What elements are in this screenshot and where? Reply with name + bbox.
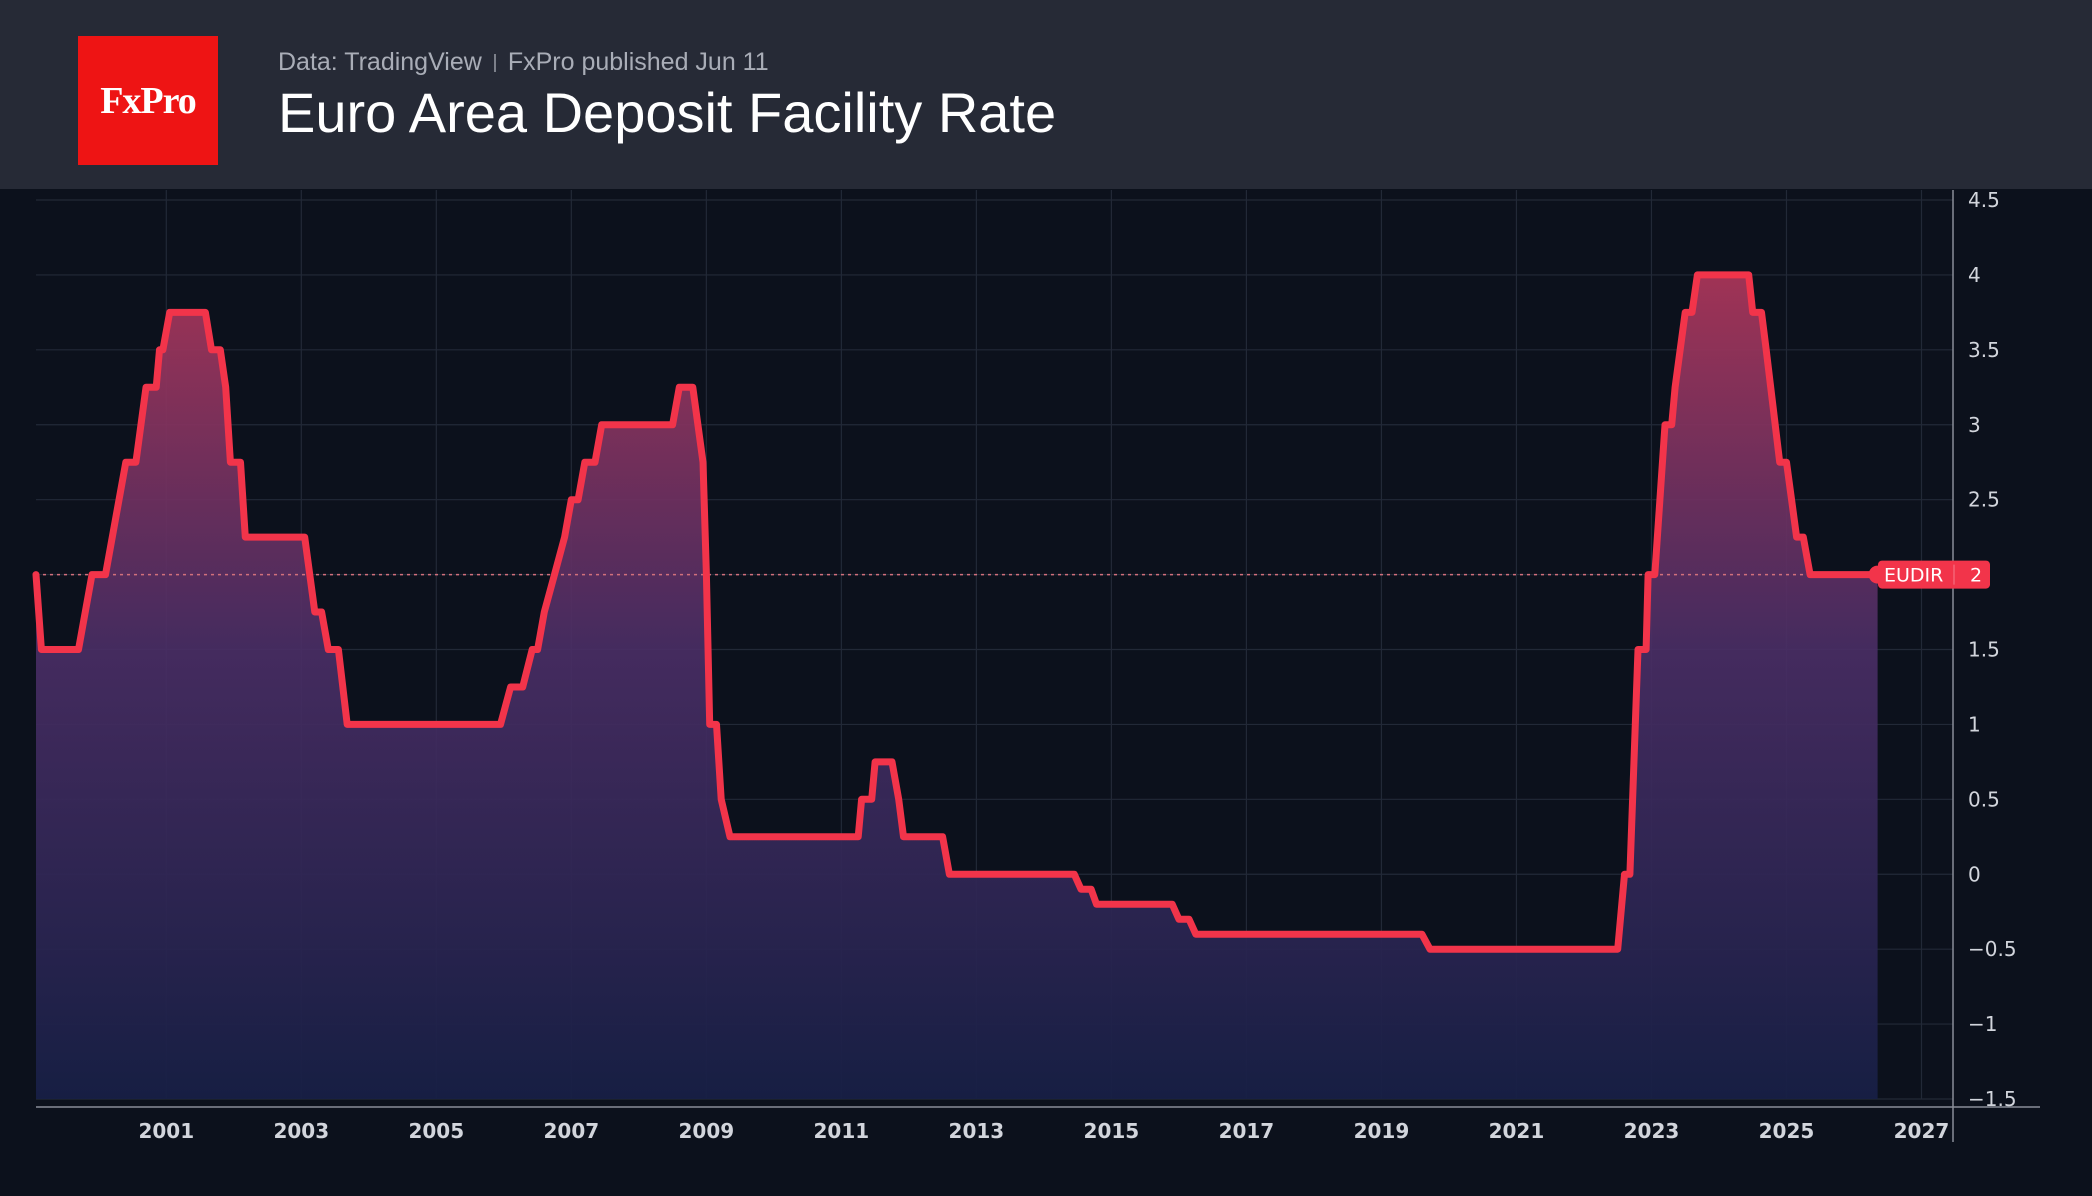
y-tick-labels: 4.5 4 3.5 3 2.5 2 1.5 1 0.5 0 −0.5 −1 −1.5 [1968,188,2017,1111]
y-tick-label: 1 [1968,712,1981,736]
x-tick-label: 2025 [1759,1119,1815,1143]
y-tick-label: 4 [1968,263,1981,287]
last-value-badge-value: 2 [1970,565,1982,587]
x-tick-label: 2007 [543,1119,599,1143]
y-tick-label: −1 [1968,1012,1997,1036]
x-tick-label: 2009 [679,1119,735,1143]
y-tick-label: 0 [1968,862,1981,886]
x-tick-label: 2019 [1354,1119,1410,1143]
x-tick-labels: 2001 2003 2005 2007 2009 2011 2013 2015 2017 2019… [138,1119,1949,1143]
last-value-badge-name: EUDIR [1884,565,1943,587]
fxpro-logo: FxPro [78,36,218,165]
x-tick-label: 2001 [138,1119,194,1143]
published-note: FxPro published Jun 11 [507,48,769,76]
x-tick-label: 2011 [814,1119,870,1143]
x-tick-label: 2015 [1084,1119,1140,1143]
x-tick-label: 2003 [273,1119,329,1143]
separator [493,53,496,72]
last-value-badge: EUDIR 2 [1878,560,1990,589]
y-tick-label: 2.5 [1968,488,2000,512]
x-tick-label: 2013 [949,1119,1005,1143]
header: FxPro Data: TradingView FxPro published … [0,0,2092,189]
y-tick-label: −0.5 [1968,937,2017,961]
x-tick-label: 2017 [1219,1119,1275,1143]
x-tick-label: 2021 [1489,1119,1545,1143]
series-line [32,271,1882,953]
data-source: Data: TradingView [278,48,482,76]
y-tick-label: 1.5 [1968,638,2000,662]
y-tick-label: 3.5 [1968,338,2000,362]
y-tick-label: −1.5 [1968,1087,2017,1111]
series-area-fill [36,274,1878,1099]
x-tick-label: 2023 [1624,1119,1680,1143]
chart-title: Euro Area Deposit Facility Rate [278,81,1057,144]
y-tick-label: 0.5 [1968,787,2000,811]
x-tick-label: 2005 [408,1119,464,1143]
logo-text: FxPro [100,79,197,122]
subtitle-line: Data: TradingView FxPro published Jun 11 [278,48,769,77]
y-tick-label: 3 [1968,413,1981,437]
y-tick-label: 4.5 [1968,188,2000,212]
x-tick-label: 2027 [1894,1119,1950,1143]
last-value-badge-bg [1878,560,1990,589]
